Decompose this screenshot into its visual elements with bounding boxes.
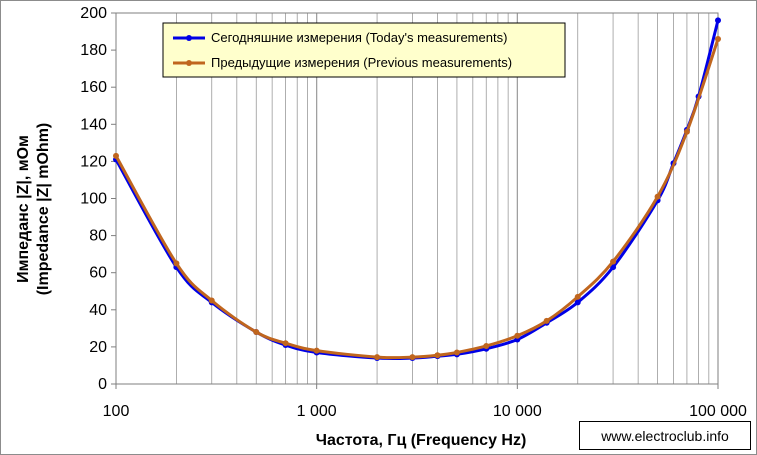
data-point-previous — [610, 258, 617, 265]
y-tick-label: 0 — [98, 376, 107, 393]
series-line-previous — [114, 38, 720, 360]
legend-box — [162, 22, 566, 78]
data-point-previous — [374, 354, 381, 361]
data-point-previous — [483, 342, 490, 349]
data-point-today — [715, 17, 721, 24]
data-point-previous — [253, 329, 260, 336]
data-point-today — [574, 299, 581, 306]
watermark-box: www.electroclub.info — [579, 421, 751, 450]
y-tick-label: 40 — [89, 302, 107, 319]
y-axis-title-line1: Импеданс |Z|, мОм — [15, 135, 32, 283]
series-layer — [113, 17, 721, 362]
y-tick-label: 120 — [80, 153, 107, 170]
legend-label-previous: Предыдущие измерения (Previous measureme… — [211, 55, 512, 70]
legend-marker-previous — [186, 60, 192, 66]
x-tick-labels: 100 1 000 10 000 100 000 — [103, 384, 747, 420]
x-tick-label: 100 — [103, 403, 130, 420]
data-point-previous — [434, 352, 441, 359]
data-point-previous — [208, 297, 215, 304]
data-point-previous — [683, 128, 690, 135]
y-tick-label: 80 — [89, 228, 107, 245]
x-tick-label: 1 000 — [297, 403, 337, 420]
y-tick-label: 160 — [80, 79, 107, 96]
legend-label-today: Сегодняшние измерения (Today's measureme… — [211, 30, 507, 45]
y-axis-title-line2: (Impedance |Z| mOhm) — [35, 123, 52, 296]
data-point-previous — [313, 347, 320, 354]
y-tick-label: 100 — [80, 191, 107, 208]
data-point-previous — [173, 260, 180, 267]
y-tick-label: 20 — [89, 339, 107, 356]
y-tick-label: 140 — [80, 116, 107, 133]
watermark-text: www.electroclub.info — [601, 428, 729, 444]
y-tick-label: 180 — [80, 42, 107, 59]
data-point-previous — [715, 35, 721, 42]
y-tick-labels: 0 20 40 60 80 100 120 140 160 180 200 — [80, 5, 116, 393]
data-point-previous — [543, 317, 550, 324]
x-axis-title: Частота, Гц (Frequency Hz) — [316, 432, 527, 449]
y-tick-label: 60 — [89, 265, 107, 282]
legend-marker-today — [186, 35, 192, 41]
x-tick-label: 10 000 — [493, 403, 542, 420]
data-point-previous — [574, 293, 581, 300]
data-point-previous — [409, 354, 416, 361]
x-tick-label: 100 000 — [689, 403, 747, 420]
y-tick-label: 200 — [80, 5, 107, 22]
data-point-previous — [453, 349, 460, 356]
legend: Сегодняшние измерения (Today's measureme… — [162, 22, 566, 78]
data-point-previous — [654, 193, 661, 200]
data-point-previous — [282, 340, 289, 347]
data-point-previous — [514, 332, 521, 339]
data-point-previous — [113, 152, 119, 159]
